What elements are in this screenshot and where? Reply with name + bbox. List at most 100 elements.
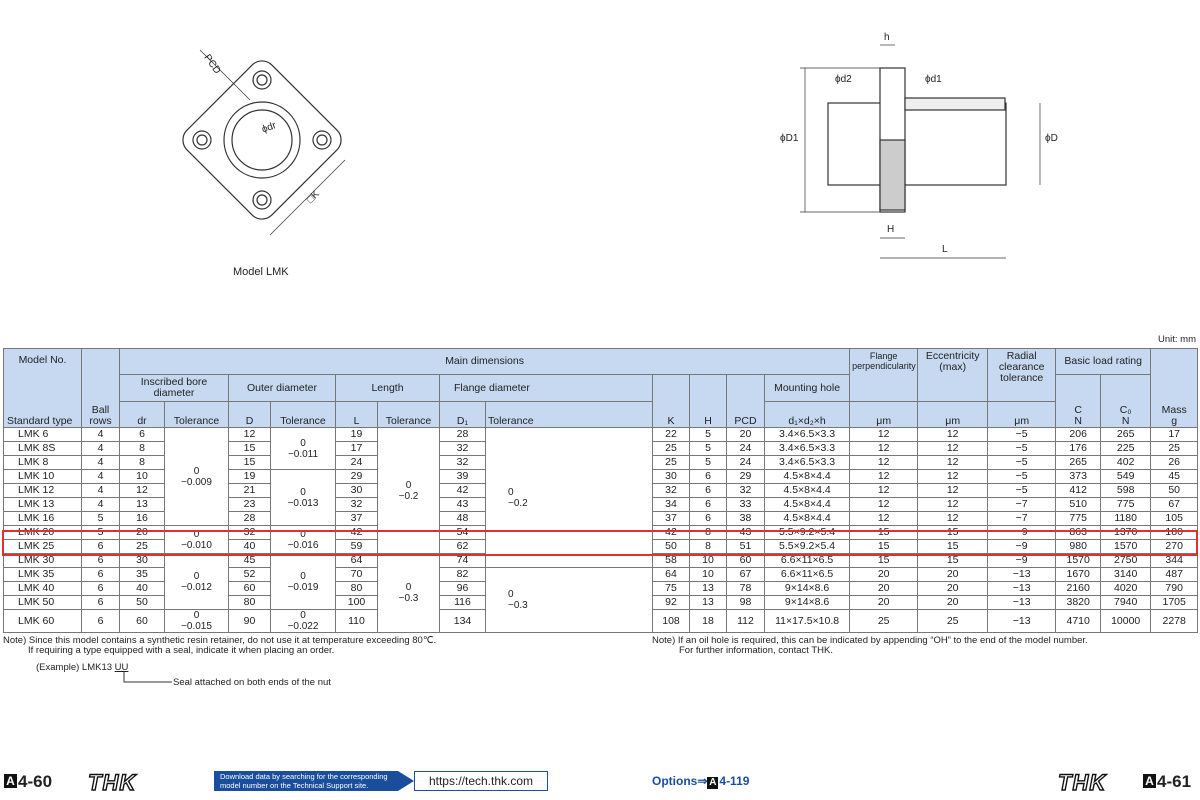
page-number: A 4-60 xyxy=(4,772,52,792)
header-cell: Model No. xyxy=(18,354,67,366)
value-cell: 21 xyxy=(228,483,271,498)
header-cell: D xyxy=(228,401,271,428)
value-cell: 20 xyxy=(726,427,765,442)
value-cell: 32 xyxy=(726,483,765,498)
note: Seal attached on both ends of the nut xyxy=(173,677,331,688)
header-text: N xyxy=(1121,415,1130,427)
value-cell: 1180 xyxy=(1100,511,1152,526)
header-cell: Flange diameter xyxy=(439,374,653,402)
tolerance-cell: 0 −0.012 xyxy=(164,553,229,610)
tolerance-upper: 0 xyxy=(405,582,412,593)
value-cell: 6 xyxy=(689,483,727,498)
options-link[interactable]: Options⇒ A 4-119 xyxy=(652,774,749,789)
mount-hole xyxy=(256,194,268,206)
header-cell: Tolerance xyxy=(485,401,653,428)
value-cell: 17 xyxy=(335,441,378,456)
value-cell: 4.5×8×4.4 xyxy=(763,497,851,512)
url[interactable]: https://tech.thk.com xyxy=(414,771,548,791)
value-cell: 12 xyxy=(228,427,271,442)
value-cell: 4020 xyxy=(1100,581,1152,596)
value-cell: 80 xyxy=(335,581,378,596)
value-cell: 12 xyxy=(849,441,919,456)
value-cell: 32 xyxy=(439,441,486,456)
tolerance-cell: 0 −0.2 xyxy=(485,427,653,568)
spec-table: Model No. Standard type Ball rows Main di… xyxy=(3,348,1199,633)
value-cell: 225 xyxy=(1100,441,1152,456)
value-cell: 206 xyxy=(1055,427,1102,442)
value-cell: 6 xyxy=(119,427,165,442)
model-cell: LMK 35 xyxy=(3,567,82,582)
tolerance-lower: −0.016 xyxy=(287,539,319,551)
tolerance-cell: 0 −0.022 xyxy=(270,609,336,633)
example-text: (Example) LMK13 xyxy=(36,662,115,673)
value-cell: 19 xyxy=(335,427,378,442)
header-cell: μm xyxy=(849,401,919,428)
header-cell: Mounting hole xyxy=(763,374,851,402)
table-row: LMK 50 6 50 80 100 116 92 13 98 9×14×8.6 20 20 −13 38… xyxy=(3,595,1199,610)
header-text: g xyxy=(1171,415,1178,427)
value-cell: 6 xyxy=(81,581,120,596)
table-row: LMK 25 6 25 40 59 62 50 8 51 5.5×9.2×5.4 15 15 −9 980… xyxy=(3,539,1199,554)
table-row: LMK 12 4 12 21 30 42 32 6 32 4.5×8×4.4 12 12 −5 412 59… xyxy=(3,483,1199,498)
value-cell: 3.4×6.5×3.3 xyxy=(763,455,851,470)
value-cell: 12 xyxy=(849,455,919,470)
value-cell: 12 xyxy=(849,427,919,442)
dim-line xyxy=(199,49,251,101)
side-view xyxy=(800,44,1041,259)
value-cell: 37 xyxy=(652,511,690,526)
value-cell: 10 xyxy=(119,469,165,484)
tolerance-upper: 0 xyxy=(193,465,200,477)
header-cell: Eccentricity (max) xyxy=(917,348,989,402)
header-cell: dr xyxy=(119,401,165,428)
value-cell: 18 xyxy=(689,609,727,633)
header-cell: Main dimensions xyxy=(118,348,851,375)
value-cell: 9×14×8.6 xyxy=(763,581,851,596)
value-cell: 13 xyxy=(689,581,727,596)
label: ϕd2 xyxy=(835,74,852,85)
value-cell: 80 xyxy=(228,595,271,610)
tolerance-lower: −0.013 xyxy=(287,497,319,509)
table-row: LMK 40 6 40 60 80 96 75 13 78 9×14×8.6 20 20 −13 2160… xyxy=(3,581,1199,596)
value-cell: −13 xyxy=(987,581,1057,596)
tolerance-cell: 0 −0.015 xyxy=(164,609,229,633)
page-mark: A xyxy=(707,777,719,789)
value-cell: 4.5×8×4.4 xyxy=(763,483,851,498)
unit: Unit: mm xyxy=(1158,334,1196,345)
value-cell: 67 xyxy=(726,567,765,582)
value-cell: 373 xyxy=(1055,469,1102,484)
value-cell: 100 xyxy=(335,595,378,610)
page-num: 4-60 xyxy=(18,772,53,791)
note: Note) Since this model contains a synthe… xyxy=(3,635,437,646)
value-cell: 12 xyxy=(917,427,989,442)
value-cell: 549 xyxy=(1100,469,1152,484)
value-cell: 10000 xyxy=(1100,609,1152,633)
value-cell: 790 xyxy=(1150,581,1199,596)
value-cell: 92 xyxy=(652,595,690,610)
value-cell: 1670 xyxy=(1055,567,1102,582)
leader xyxy=(123,672,172,683)
header-cell: Basic load rating xyxy=(1055,348,1152,375)
example: (Example) LMK13 UU xyxy=(36,662,128,673)
value-cell: 116 xyxy=(439,595,486,610)
model-cell: LMK 8 xyxy=(3,455,82,470)
value-cell: 6 xyxy=(81,595,120,610)
value-cell: 8 xyxy=(119,441,165,456)
table-row: LMK 6 4 6 0 −0.009 12 0 −0.011 19 0 −0.2 28 0 −0.2 22 5… xyxy=(3,427,1199,568)
value-cell: 25 xyxy=(917,609,989,633)
value-cell: 50 xyxy=(1150,483,1199,498)
value-cell: 23 xyxy=(228,497,271,512)
header-cell: H xyxy=(689,374,727,428)
value-cell: 20 xyxy=(849,595,919,610)
value-cell: 12 xyxy=(119,483,165,498)
tolerance-upper: 0 xyxy=(193,610,200,622)
value-cell: 12 xyxy=(917,441,989,456)
value-cell: 112 xyxy=(726,609,765,633)
value-cell: 176 xyxy=(1055,441,1102,456)
value-cell: 15 xyxy=(228,441,271,456)
header-cell: C₀ N xyxy=(1100,374,1152,428)
value-cell: 26 xyxy=(1150,455,1199,470)
tolerance-cell: 0 −0.011 xyxy=(270,427,336,470)
value-cell: 25 xyxy=(849,609,919,633)
tolerance-upper: 0 xyxy=(405,479,412,491)
